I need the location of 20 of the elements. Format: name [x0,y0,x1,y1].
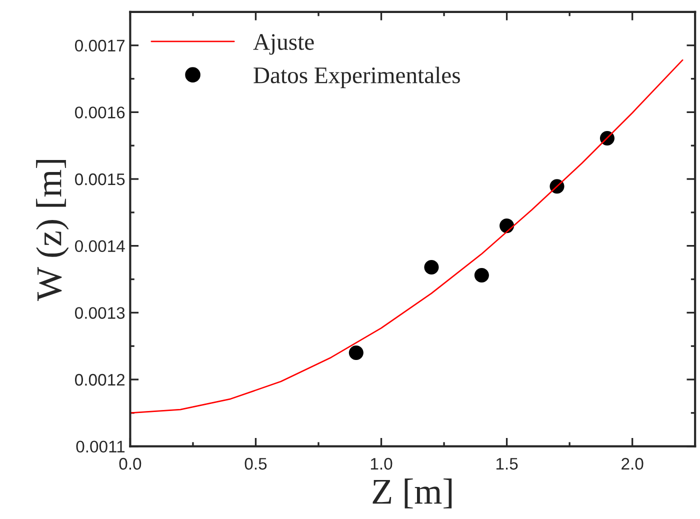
y-axis-title: W (z) [m] [36,160,69,301]
point [474,268,489,283]
x-axis-title: Z [m] [372,478,452,508]
point [348,345,364,360]
legend-label: Ajuste [253,34,314,55]
x-tick-label: 1.5 [496,458,518,470]
legend-label: Datos Experimentales [254,66,460,88]
y-tick-label: 0.0013 [75,307,125,319]
x-tick-label: 2.0 [622,458,644,470]
y-tick-label: 0.0012 [75,374,125,386]
point [424,260,439,275]
y-tick-label: 0.0015 [75,173,125,186]
x-tick-label: 0.0 [119,458,142,470]
y-tick-label: 0.0016 [75,106,125,118]
y-tick-label: 0.0014 [75,240,125,252]
y-tick-label: 0.0011 [76,440,125,453]
x-tick-label: 0.5 [244,458,267,470]
y-tick-label: 0.0017 [75,40,125,52]
line-series [130,59,684,414]
x-tick-label: 1.0 [370,458,392,470]
